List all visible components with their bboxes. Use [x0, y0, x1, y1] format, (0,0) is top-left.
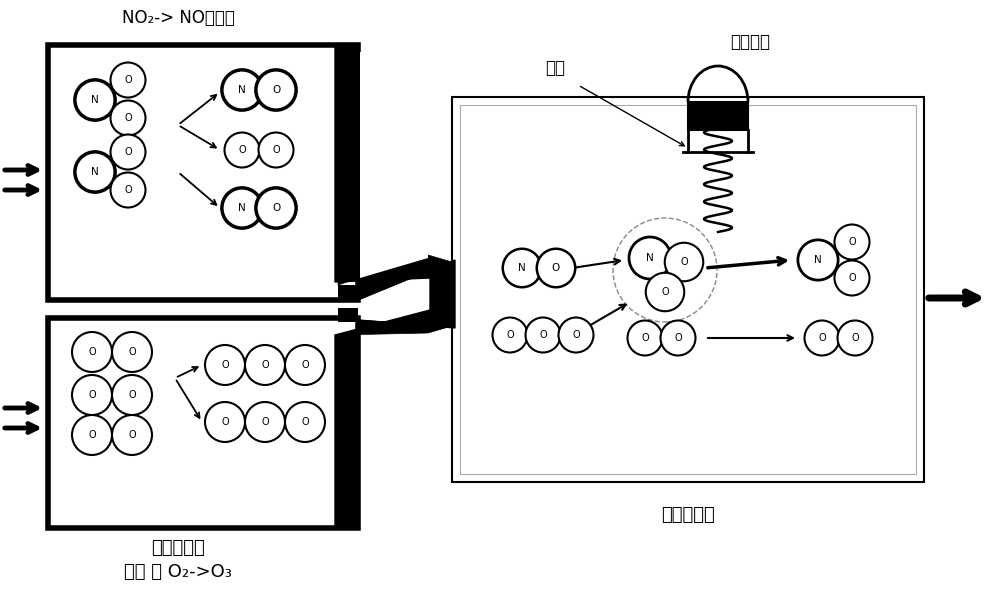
Text: O: O [848, 237, 856, 247]
Circle shape [537, 249, 575, 287]
Text: O: O [261, 360, 269, 370]
Text: O: O [128, 347, 136, 357]
Circle shape [111, 135, 146, 169]
Text: O: O [539, 330, 547, 340]
Text: O: O [88, 390, 96, 400]
Bar [688, 102, 748, 130]
Bar [452, 97, 924, 482]
Text: O: O [124, 113, 132, 123]
Text: N: N [646, 253, 654, 263]
Text: 化学发光室: 化学发光室 [661, 506, 715, 524]
Text: O: O [680, 257, 688, 267]
Polygon shape [335, 45, 455, 528]
Circle shape [72, 332, 112, 372]
Text: O: O [88, 347, 96, 357]
Circle shape [526, 317, 560, 352]
Polygon shape [360, 52, 428, 278]
Text: O: O [272, 145, 280, 155]
Text: O: O [128, 390, 136, 400]
Circle shape [72, 375, 112, 415]
Circle shape [660, 320, 696, 356]
Bar [338, 308, 358, 322]
Text: O: O [674, 333, 682, 343]
Text: O: O [261, 417, 269, 427]
Bar [48, 45, 358, 300]
Circle shape [259, 133, 294, 168]
Circle shape [205, 402, 245, 442]
Bar [48, 318, 358, 528]
Circle shape [222, 188, 262, 228]
Circle shape [111, 100, 146, 136]
Circle shape [834, 225, 870, 260]
Text: O: O [272, 85, 280, 95]
Circle shape [646, 273, 684, 312]
Text: O: O [124, 147, 132, 157]
Bar [338, 285, 358, 300]
Circle shape [256, 188, 296, 228]
Text: N: N [518, 263, 526, 273]
Circle shape [72, 415, 112, 455]
Circle shape [285, 402, 325, 442]
Text: NO₂-> NO转化器: NO₂-> NO转化器 [122, 9, 234, 27]
Text: N: N [814, 255, 822, 265]
Text: O: O [506, 330, 514, 340]
Text: 空气 或 O₂->O₃: 空气 或 O₂->O₃ [124, 563, 232, 581]
Text: O: O [572, 330, 580, 340]
Text: O: O [301, 417, 309, 427]
Circle shape [75, 80, 115, 120]
Circle shape [492, 317, 528, 352]
Text: O: O [221, 417, 229, 427]
Circle shape [75, 152, 115, 192]
Circle shape [225, 133, 260, 168]
Text: O: O [661, 287, 669, 297]
Circle shape [285, 345, 325, 385]
Circle shape [111, 63, 146, 97]
Circle shape [834, 261, 870, 296]
Circle shape [245, 345, 285, 385]
Circle shape [628, 320, 662, 356]
Circle shape [629, 237, 671, 279]
Polygon shape [338, 45, 452, 298]
Circle shape [222, 70, 262, 110]
Text: O: O [124, 185, 132, 195]
Polygon shape [338, 320, 452, 528]
Circle shape [111, 172, 146, 208]
Circle shape [503, 249, 541, 287]
Text: O: O [818, 333, 826, 343]
Text: 臭氧发生器: 臭氧发生器 [151, 539, 205, 557]
Text: O: O [848, 273, 856, 283]
Circle shape [798, 240, 838, 280]
Circle shape [256, 70, 296, 110]
Text: N: N [91, 95, 99, 105]
Text: O: O [641, 333, 649, 343]
Circle shape [838, 320, 873, 356]
Text: O: O [272, 203, 280, 213]
Text: O: O [128, 430, 136, 440]
Text: 红灯: 红灯 [545, 59, 565, 77]
Text: O: O [851, 333, 859, 343]
Text: N: N [238, 85, 246, 95]
Text: O: O [552, 263, 560, 273]
Text: O: O [88, 430, 96, 440]
Circle shape [205, 345, 245, 385]
Circle shape [112, 332, 152, 372]
Circle shape [558, 317, 594, 352]
Circle shape [112, 415, 152, 455]
Text: O: O [221, 360, 229, 370]
Circle shape [245, 402, 285, 442]
Text: O: O [301, 360, 309, 370]
Text: N: N [238, 203, 246, 213]
Bar [460, 105, 916, 474]
Text: N: N [91, 167, 99, 177]
Text: 光检波器: 光检波器 [730, 33, 770, 51]
Circle shape [112, 375, 152, 415]
Text: O: O [124, 75, 132, 85]
Circle shape [665, 242, 703, 281]
Circle shape [804, 320, 840, 356]
Text: O: O [238, 145, 246, 155]
